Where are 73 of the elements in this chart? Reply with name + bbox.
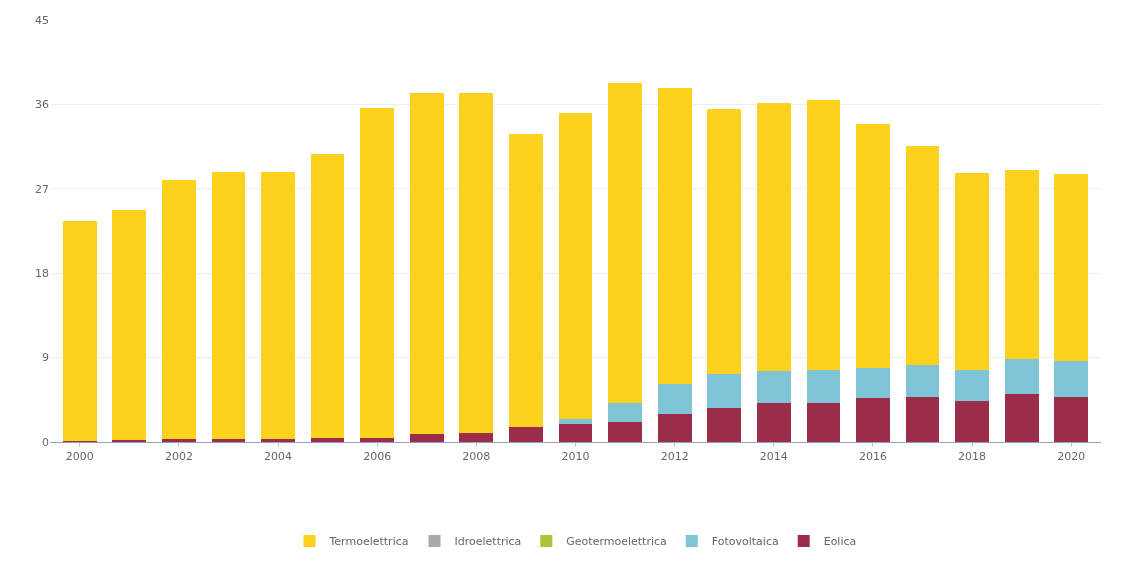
bar xyxy=(261,439,295,442)
bar xyxy=(756,370,791,403)
bar xyxy=(509,427,543,442)
bar xyxy=(162,439,196,442)
bar xyxy=(657,87,692,384)
bar xyxy=(509,134,543,427)
bar xyxy=(211,439,246,442)
bar xyxy=(806,402,841,442)
bar xyxy=(162,180,196,440)
bar xyxy=(707,373,742,409)
x-tick-label: 2008 xyxy=(462,450,491,464)
bar xyxy=(707,408,742,442)
bar xyxy=(856,367,890,398)
x-tick-label: 2016 xyxy=(858,450,887,464)
bar xyxy=(459,93,494,433)
bar xyxy=(905,396,940,442)
bar xyxy=(459,432,494,442)
legend-label: Geotermoelettrica xyxy=(566,535,667,549)
bar xyxy=(905,365,940,397)
bar xyxy=(558,112,593,420)
bar xyxy=(608,82,642,403)
bar xyxy=(310,154,345,439)
x-tick-label: 2014 xyxy=(759,450,788,464)
bar xyxy=(1054,361,1089,397)
bar xyxy=(1004,394,1039,442)
bar xyxy=(1004,359,1039,395)
bar xyxy=(1054,396,1089,442)
bar xyxy=(756,402,791,442)
x-tick-label: 2010 xyxy=(561,450,590,464)
x-tick-label: 2002 xyxy=(164,450,193,464)
bar xyxy=(707,109,742,374)
bar xyxy=(856,397,890,442)
legend-label: Eolica xyxy=(823,535,857,549)
bar xyxy=(409,93,444,434)
bar xyxy=(608,422,642,442)
bar xyxy=(657,383,692,414)
bar xyxy=(608,402,642,423)
bar xyxy=(558,419,593,425)
bar xyxy=(806,99,841,370)
x-tick-label: 2000 xyxy=(65,450,94,464)
bar xyxy=(657,413,692,442)
y-tick-label: 0 xyxy=(42,435,49,449)
bar xyxy=(756,102,791,371)
bar xyxy=(1054,173,1089,362)
bar xyxy=(409,433,444,442)
y-tick-label: 36 xyxy=(35,98,49,112)
bar xyxy=(62,220,97,442)
y-tick-label: 27 xyxy=(35,182,49,196)
y-tick-label: 18 xyxy=(35,267,49,281)
bar xyxy=(955,172,989,370)
x-tick-label: 2018 xyxy=(958,450,987,464)
legend-label: Termoelettrica xyxy=(328,535,409,549)
x-tick-label: 2006 xyxy=(363,450,392,464)
x-tick-label: 2020 xyxy=(1057,450,1086,464)
bar xyxy=(955,400,989,442)
bar xyxy=(905,145,940,366)
y-tick-label: 9 xyxy=(42,351,49,365)
legend-label: Idroelettrica xyxy=(454,535,522,549)
bar xyxy=(211,171,246,440)
bar xyxy=(310,438,345,442)
x-tick-label: 2012 xyxy=(660,450,689,464)
bar xyxy=(856,124,890,368)
x-tick-label: 2004 xyxy=(264,450,293,464)
bar xyxy=(1004,170,1039,360)
bar xyxy=(360,108,395,439)
bar xyxy=(112,210,147,441)
legend-label: Fotovoltaica xyxy=(711,535,779,549)
y-tick-label: 45 xyxy=(35,13,49,27)
bar xyxy=(558,424,593,442)
bar xyxy=(261,171,295,440)
bar xyxy=(360,438,395,442)
bar xyxy=(955,369,989,401)
bar xyxy=(806,369,841,403)
